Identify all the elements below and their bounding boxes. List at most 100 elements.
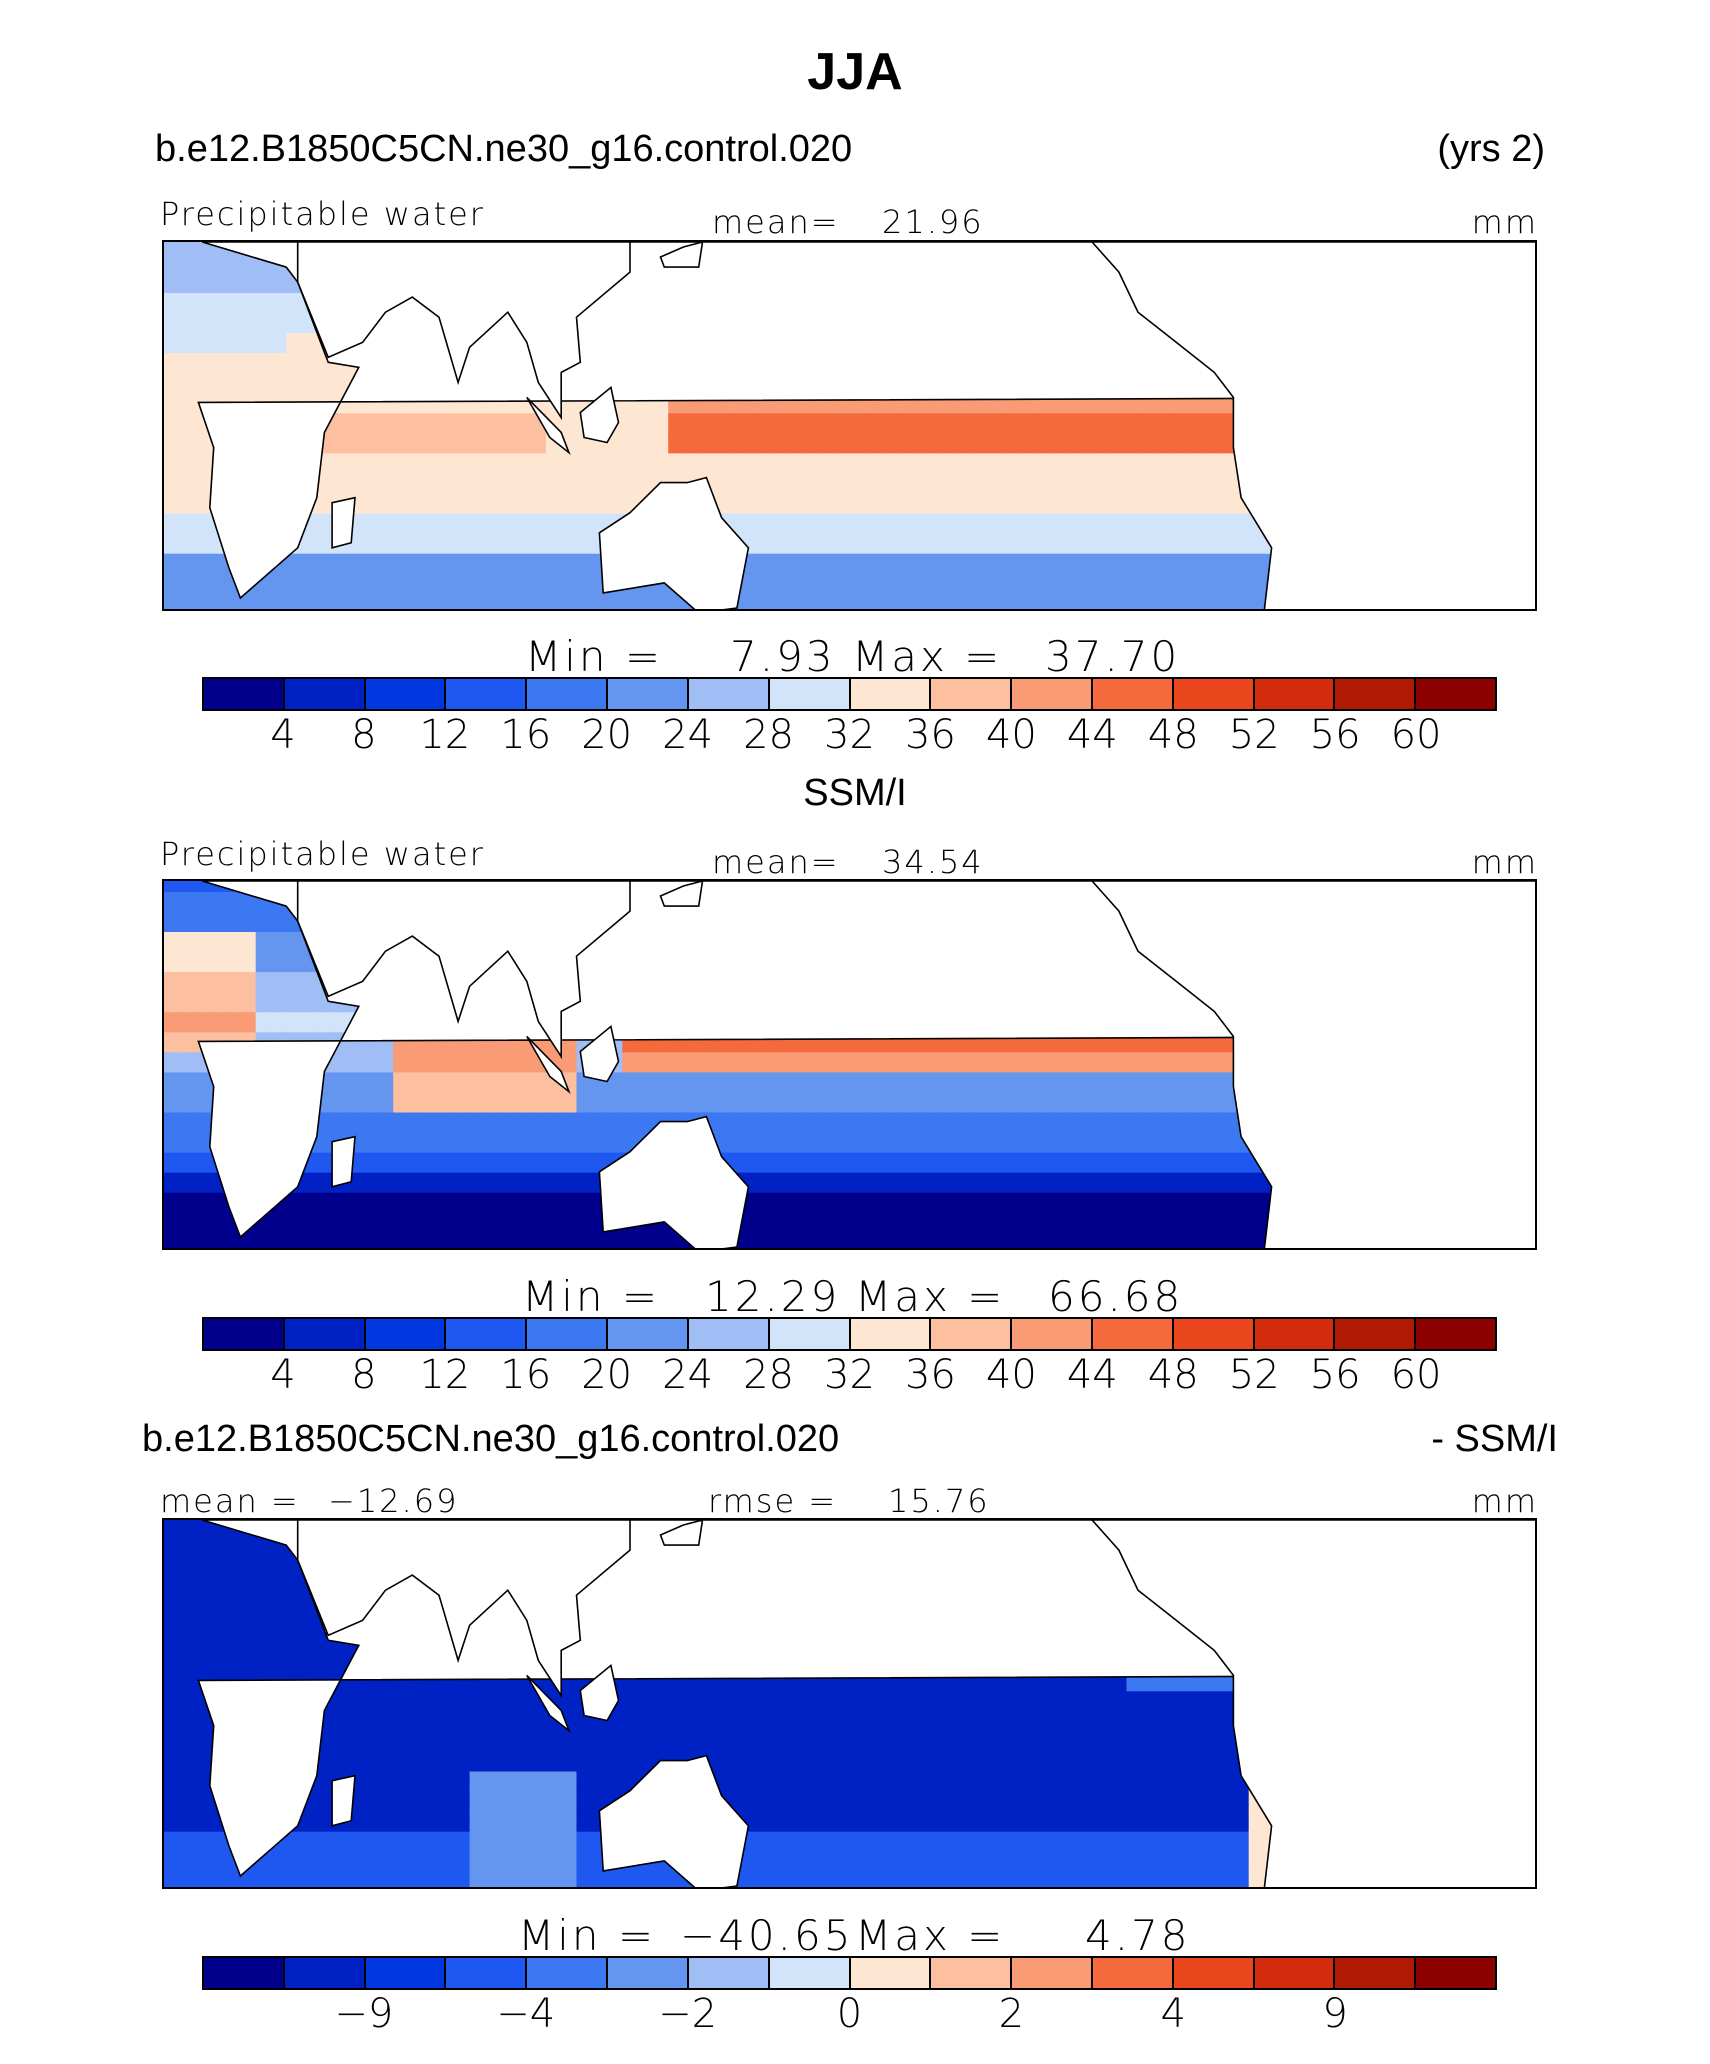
field-cell xyxy=(500,1770,517,1792)
field-cell xyxy=(332,1750,349,1772)
field-cell xyxy=(1248,1171,1265,1193)
field-cell xyxy=(1202,1830,1219,1852)
field-cell xyxy=(851,552,868,574)
field-cell xyxy=(362,1790,379,1812)
field-cell xyxy=(316,1231,333,1248)
field-cell xyxy=(286,1590,303,1612)
field-cell xyxy=(301,971,318,993)
field-cell xyxy=(1095,412,1112,434)
field-cell xyxy=(866,1191,883,1213)
field-cell xyxy=(866,1690,883,1712)
field-cell xyxy=(607,1710,624,1732)
field-cell xyxy=(1034,432,1051,454)
field-cell xyxy=(439,512,456,534)
field-cell xyxy=(943,1750,960,1772)
field-cell xyxy=(759,552,776,574)
field-cell xyxy=(1172,452,1189,474)
field-cell xyxy=(316,1810,333,1832)
field-cell xyxy=(362,532,379,554)
field-cell xyxy=(759,452,776,474)
field-cell xyxy=(194,1550,211,1571)
field-cell xyxy=(790,1131,807,1153)
field-cell xyxy=(164,1211,181,1233)
field-cell xyxy=(270,272,287,293)
field-cell xyxy=(652,1071,669,1093)
field-cell xyxy=(973,1870,990,1887)
field-cell xyxy=(790,1151,807,1173)
field-cell xyxy=(652,1870,669,1887)
field-cell xyxy=(484,1111,501,1133)
field-cell xyxy=(1111,1850,1128,1872)
field-cell xyxy=(1248,1810,1265,1832)
field-cell xyxy=(759,1790,776,1812)
field-cell xyxy=(377,1111,394,1133)
field-cell xyxy=(209,1830,226,1852)
field-cell xyxy=(194,432,211,454)
field-cell xyxy=(1157,1071,1174,1093)
field-cell xyxy=(714,472,731,494)
field-cell xyxy=(1141,1750,1158,1772)
field-cell xyxy=(1065,472,1082,494)
field-cell xyxy=(912,1211,929,1233)
field-cell xyxy=(332,1870,349,1887)
field-cell xyxy=(164,412,181,434)
field-cell xyxy=(989,1830,1006,1852)
field-cell xyxy=(179,292,196,313)
field-cell xyxy=(1034,452,1051,474)
field-cell xyxy=(1111,532,1128,554)
field-cell xyxy=(1233,572,1250,594)
field-cell xyxy=(530,452,547,474)
field-cell xyxy=(377,1810,394,1832)
field-cell xyxy=(454,492,471,514)
field-cell xyxy=(1172,512,1189,534)
field-cell xyxy=(943,1730,960,1752)
field-cell xyxy=(225,352,242,374)
field-cell xyxy=(759,1211,776,1233)
field-cell xyxy=(668,412,685,434)
field-cell xyxy=(836,1131,853,1153)
field-cell xyxy=(1019,1071,1036,1093)
field-cell xyxy=(1004,1810,1021,1832)
field-cell xyxy=(423,532,440,554)
field-cell xyxy=(989,1171,1006,1193)
field-cell xyxy=(164,1810,181,1832)
field-cell xyxy=(270,312,287,334)
field-cell xyxy=(393,1051,410,1073)
field-cell xyxy=(790,1091,807,1113)
field-cell xyxy=(805,1770,822,1792)
field-cell xyxy=(484,1810,501,1832)
field-cell xyxy=(194,1011,211,1033)
field-cell xyxy=(194,452,211,474)
field-cell xyxy=(1187,1750,1204,1772)
field-cell xyxy=(469,1131,486,1153)
field-cell xyxy=(775,552,792,574)
field-cell xyxy=(882,1710,899,1732)
field-cell xyxy=(882,1211,899,1233)
field-cell xyxy=(332,1191,349,1213)
field-cell xyxy=(1050,412,1067,434)
field-cell xyxy=(744,1750,761,1772)
field-cell xyxy=(500,1111,517,1133)
field-cell xyxy=(729,1690,746,1712)
field-cell xyxy=(637,472,654,494)
field-cell xyxy=(1141,592,1158,609)
field-cell xyxy=(775,1211,792,1233)
field-cell xyxy=(1050,492,1067,514)
field-cell xyxy=(1218,1750,1235,1772)
colorbar-swatch xyxy=(446,679,528,709)
colorbar-swatch xyxy=(1012,1319,1093,1349)
field-cell xyxy=(164,1650,181,1672)
field-cell xyxy=(775,1051,792,1073)
field-cell xyxy=(790,1850,807,1872)
field-cell xyxy=(775,432,792,454)
field-cell xyxy=(209,272,226,293)
field-cell xyxy=(194,332,211,354)
colorbar-swatch xyxy=(204,679,285,709)
field-cell xyxy=(530,1071,547,1093)
field-cell xyxy=(1157,1870,1174,1887)
field-cell xyxy=(1065,1870,1082,1887)
field-cell xyxy=(652,432,669,454)
field-cell xyxy=(194,1171,211,1193)
field-cell xyxy=(209,1610,226,1632)
field-cell xyxy=(530,532,547,554)
